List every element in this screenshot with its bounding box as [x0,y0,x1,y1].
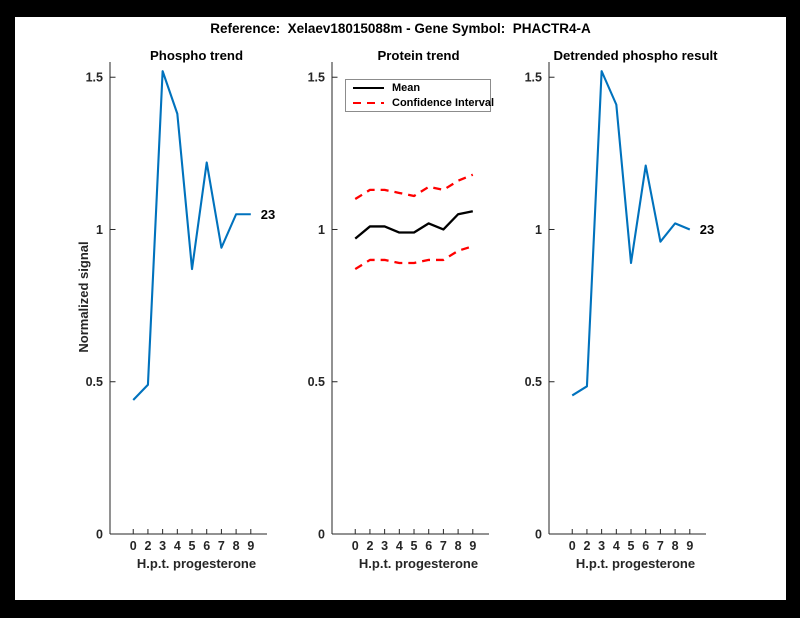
mean-line-swatch [353,87,384,89]
svg-text:6: 6 [642,539,649,553]
figure-canvas: Reference: Xelaev18015088m - Gene Symbol… [15,17,786,600]
svg-text:8: 8 [672,539,679,553]
protein-trend-chart: 0 2 3 4 5 6 7 8 900.511.5 [308,62,489,553]
svg-text:1.5: 1.5 [308,71,325,85]
svg-text:5: 5 [411,539,418,553]
svg-text:1: 1 [535,223,542,237]
svg-text:0: 0 [318,528,325,542]
x-axis-label-protein: H.p.t. progesterone [358,556,479,571]
svg-text:4: 4 [613,539,620,553]
subplot-title-protein-trend: Protein trend [377,48,460,63]
detrended-result-chart: 0 2 3 4 5 6 7 8 900.511.523 [525,62,714,553]
svg-text:9: 9 [686,539,693,553]
svg-text:8: 8 [455,539,462,553]
legend-label-mean: Mean [392,81,421,94]
subplot-title-phospho-trend: Phospho trend [149,48,244,63]
svg-text:0: 0 [96,528,103,542]
svg-text:7: 7 [218,539,225,553]
figure-title: Reference: Xelaev18015088m - Gene Symbol… [210,21,591,36]
svg-text:0: 0 [352,539,359,553]
svg-text:7: 7 [440,539,447,553]
svg-text:1: 1 [318,223,325,237]
svg-text:7: 7 [657,539,664,553]
svg-text:2: 2 [583,539,590,553]
svg-text:1.5: 1.5 [525,71,542,85]
svg-text:6: 6 [425,539,432,553]
svg-text:4: 4 [396,539,403,553]
svg-text:8: 8 [233,539,240,553]
svg-text:5: 5 [628,539,635,553]
legend-item-mean: Mean [346,82,490,95]
svg-text:0.5: 0.5 [86,375,103,389]
x-axis-label-phospho: H.p.t. progesterone [136,556,257,571]
svg-text:9: 9 [469,539,476,553]
svg-text:6: 6 [203,539,210,553]
legend-item-confidence-interval: Confidence Interval [346,97,494,110]
svg-text:3: 3 [598,539,605,553]
svg-text:5: 5 [189,539,196,553]
svg-text:4: 4 [174,539,181,553]
svg-text:0.5: 0.5 [525,375,542,389]
svg-text:0: 0 [569,539,576,553]
svg-text:9: 9 [247,539,254,553]
svg-text:23: 23 [261,207,275,222]
legend-label-confidence-interval: Confidence Interval [392,96,495,109]
phospho-trend-chart: 0 2 3 4 5 6 7 8 900.511.523 [86,62,275,553]
subplot-title-detrended-result: Detrended phospho result [553,48,718,63]
svg-text:3: 3 [381,539,388,553]
svg-text:0: 0 [130,539,137,553]
svg-text:2: 2 [144,539,151,553]
legend-box: Mean Confidence Interval [345,79,494,112]
svg-text:1: 1 [96,223,103,237]
svg-text:3: 3 [159,539,166,553]
svg-text:0.5: 0.5 [308,375,325,389]
svg-text:0: 0 [535,528,542,542]
x-axis-label-detrended: H.p.t. progesterone [575,556,696,571]
svg-text:2: 2 [366,539,373,553]
svg-text:23: 23 [700,222,714,237]
svg-text:1.5: 1.5 [86,71,103,85]
confidence-interval-swatch [353,101,384,105]
